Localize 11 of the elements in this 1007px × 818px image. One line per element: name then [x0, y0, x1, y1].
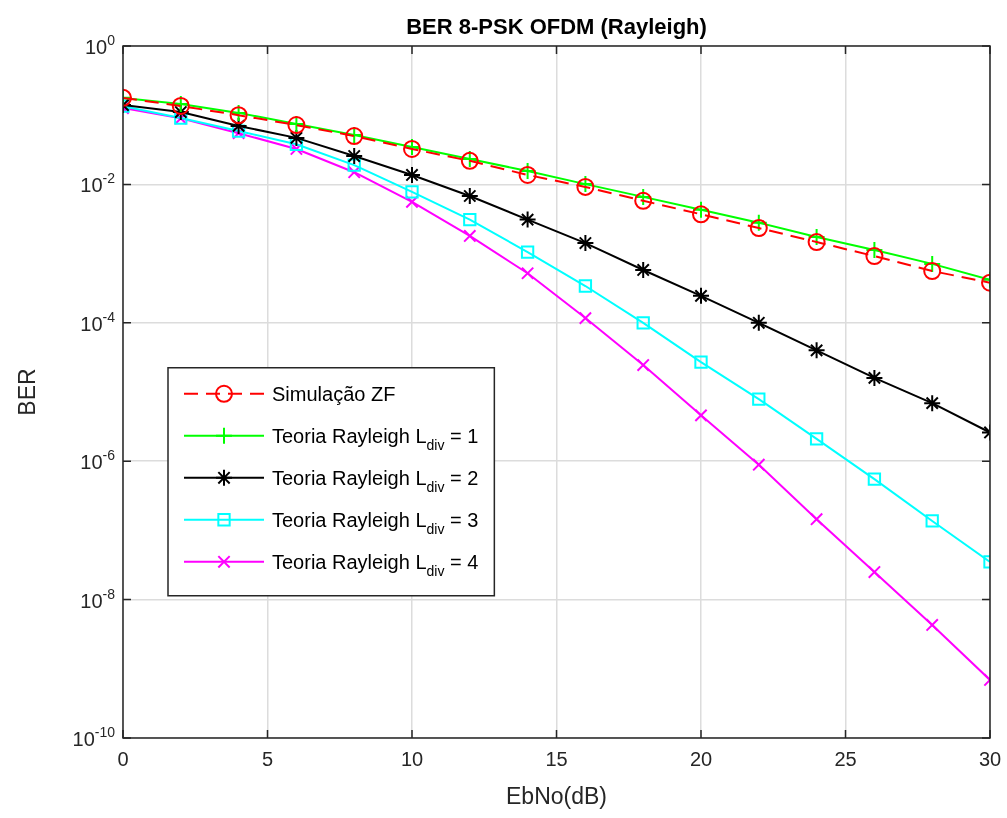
x-tick-label: 0	[117, 748, 129, 770]
x-tick-label: 25	[834, 748, 857, 770]
x-tick-label: 20	[689, 748, 713, 770]
x-tick-label: 30	[978, 748, 1002, 770]
x-tick-label: 15	[545, 748, 568, 770]
legend-label: Simulação ZF	[272, 382, 396, 405]
x-axis-title: EbNo(dB)	[506, 783, 607, 809]
chart-title: BER 8-PSK OFDM (Rayleigh)	[406, 14, 707, 39]
x-tick-label: 5	[261, 748, 274, 770]
x-tick-label: 10	[400, 748, 424, 770]
y-axis-title: BER	[14, 368, 40, 416]
